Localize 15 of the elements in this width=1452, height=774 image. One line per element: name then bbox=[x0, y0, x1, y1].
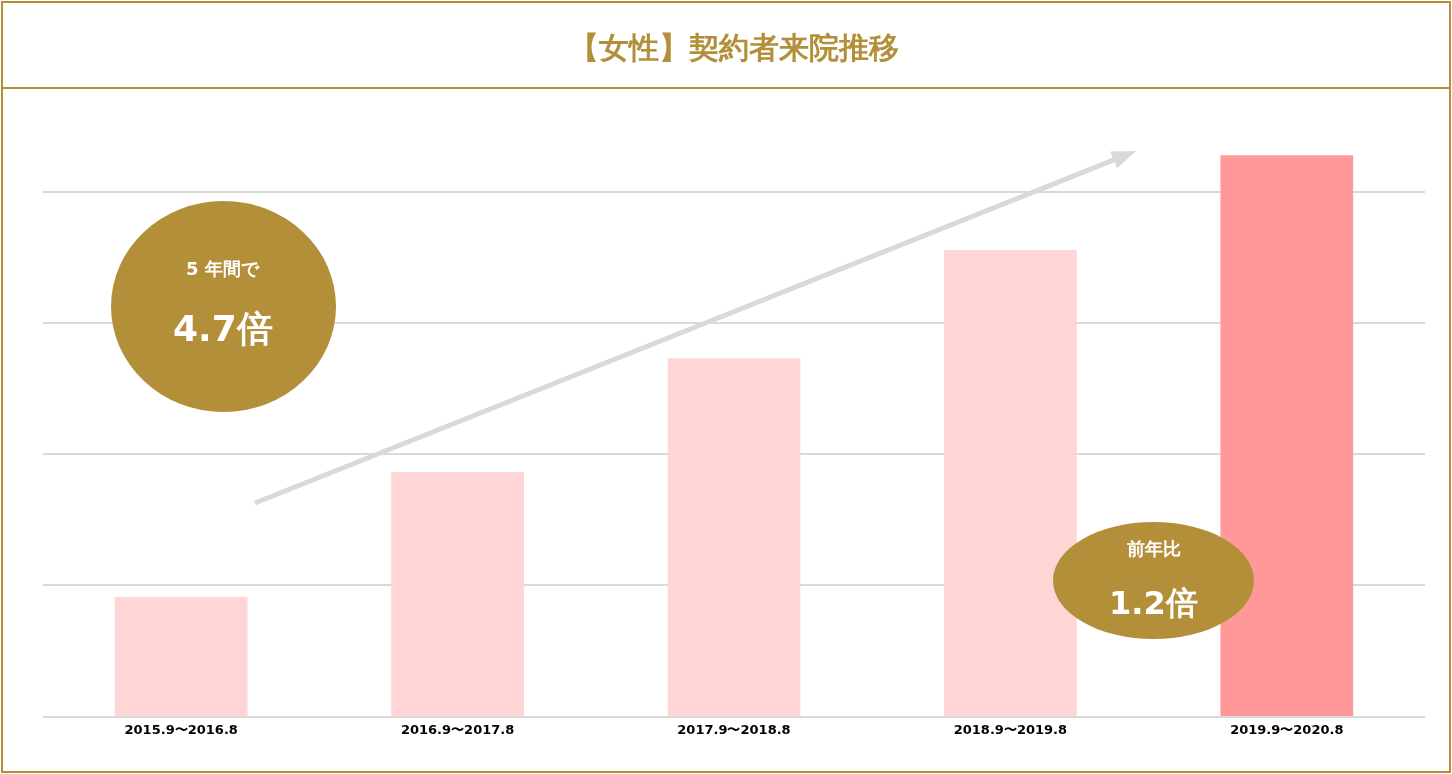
annotation: 4.7倍 bbox=[173, 308, 273, 349]
annotation: 1.2倍 bbox=[1109, 584, 1198, 622]
bar bbox=[667, 358, 801, 716]
bar bbox=[114, 597, 248, 716]
x-tick-label: 2015.9〜2016.8 bbox=[124, 721, 238, 737]
x-tick-label: 2016.9〜2017.8 bbox=[400, 721, 515, 737]
x-tick-label: 2017.9〜2018.8 bbox=[677, 721, 791, 737]
x-tick-label: 2019.9〜2020.8 bbox=[1230, 721, 1344, 737]
chart-title: 【女性】契約者来院推移 bbox=[569, 29, 899, 65]
bar bbox=[1220, 155, 1354, 716]
bar bbox=[391, 472, 524, 716]
annotation: 前年比 bbox=[1126, 538, 1181, 559]
x-tick-label: 2018.9〜2019.8 bbox=[953, 721, 1068, 737]
annotation: 5 年間で bbox=[186, 258, 260, 279]
bar bbox=[944, 250, 1077, 716]
